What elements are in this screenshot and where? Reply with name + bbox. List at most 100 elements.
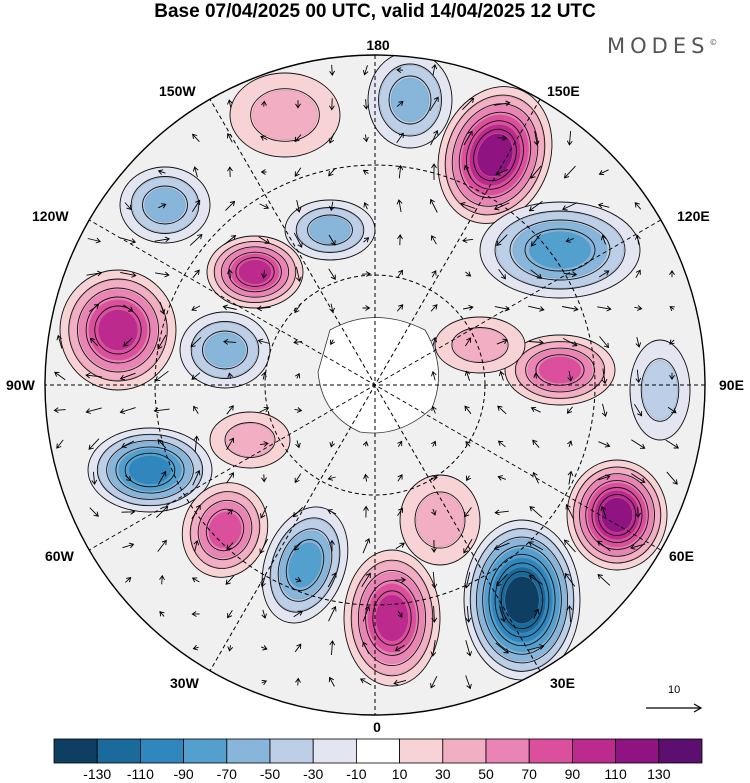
wind-arrow xyxy=(89,507,99,517)
wind-arrow xyxy=(598,441,611,448)
streamline xyxy=(106,440,194,500)
positive-anomaly-7 xyxy=(181,482,269,578)
wind-arrow xyxy=(530,269,543,279)
wind-arrow xyxy=(191,504,201,520)
wind-arrow xyxy=(598,169,609,176)
negative-anomaly-8 xyxy=(261,506,349,624)
streamline xyxy=(378,63,442,137)
wind-arrow xyxy=(154,370,169,382)
wind-arrow xyxy=(328,132,335,144)
streamline xyxy=(350,559,434,677)
wind-arrow xyxy=(634,403,643,417)
wind-arrow xyxy=(397,269,403,278)
wind-arrow xyxy=(295,100,301,109)
streamline xyxy=(179,311,271,389)
wind-arrow xyxy=(530,165,542,179)
streamline xyxy=(277,528,333,602)
colorbar-tick-label: 10 xyxy=(391,766,408,782)
wind-arrow xyxy=(328,268,336,281)
wind-arrow xyxy=(359,678,372,686)
wind-arrow xyxy=(566,406,573,414)
wind-arrow xyxy=(327,475,336,481)
streamline xyxy=(213,240,297,304)
wind-arrow xyxy=(430,130,439,146)
wind-arrow xyxy=(227,509,233,515)
wind-arrow xyxy=(124,202,132,211)
colorbar-swatch xyxy=(183,738,228,764)
wind-arrow xyxy=(85,407,102,414)
streamline xyxy=(524,228,596,272)
wind-arrow xyxy=(226,437,235,451)
wind-arrow xyxy=(329,441,335,448)
wind-arrow xyxy=(294,372,301,379)
wind-arrow xyxy=(495,642,509,654)
wind-arrow xyxy=(528,541,544,551)
wind-arrow xyxy=(154,236,171,243)
wind-arrow xyxy=(224,235,237,245)
wind-arrow xyxy=(119,372,136,381)
wind-arrow xyxy=(121,509,136,515)
wind-arrow xyxy=(362,65,369,76)
lon-label-150w: 150W xyxy=(159,83,196,99)
wind-arrow xyxy=(498,370,505,381)
wind-arrow xyxy=(329,640,336,656)
colorbar-tick-label: -70 xyxy=(216,766,237,782)
anomaly-contour xyxy=(538,356,582,384)
wind-arrow xyxy=(54,371,66,381)
anomaly-field xyxy=(45,55,705,715)
wind-arrow xyxy=(261,100,267,107)
colorbar-swatch xyxy=(355,738,400,764)
brand-mark: © xyxy=(709,38,718,47)
wind-arrow xyxy=(191,611,200,617)
wind-arrow xyxy=(431,63,438,76)
wind-arrow xyxy=(635,369,642,384)
wind-arrow xyxy=(363,99,369,110)
wind-arrow xyxy=(294,407,303,413)
streamline xyxy=(399,474,481,566)
positive-anomaly-9 xyxy=(343,549,441,687)
wind-arrow xyxy=(665,439,680,449)
wind-arrow xyxy=(669,339,675,345)
wind-arrow xyxy=(362,169,369,175)
streamline xyxy=(224,422,276,458)
wind-arrow xyxy=(567,440,573,448)
wind-arrow xyxy=(497,135,508,141)
streamline xyxy=(130,176,200,234)
wind-arrow xyxy=(295,677,301,686)
colorbar-swatch xyxy=(226,738,271,764)
wind-arrow xyxy=(293,339,303,345)
wind-vectors xyxy=(53,63,680,690)
streamline xyxy=(504,334,616,406)
wind-arrow xyxy=(363,237,370,243)
wind-arrow xyxy=(293,232,303,248)
streamline xyxy=(189,491,261,569)
wind-arrow xyxy=(192,166,199,178)
anomaly-contour xyxy=(252,89,318,140)
wind-arrow xyxy=(329,539,335,552)
wind-arrow xyxy=(431,270,437,278)
wind-arrow xyxy=(362,641,370,654)
wind-arrow xyxy=(631,439,646,449)
lon-label-30w: 30W xyxy=(170,675,199,691)
wind-arrow xyxy=(463,130,473,146)
colorbar xyxy=(53,738,703,764)
streamline xyxy=(229,72,341,158)
wind-arrow xyxy=(563,539,576,553)
colorbar-tick-label: 130 xyxy=(647,766,671,782)
streamline xyxy=(197,499,253,561)
wind-arrow xyxy=(597,574,611,586)
streamline xyxy=(414,491,466,549)
wind-arrow xyxy=(222,304,237,311)
wind-arrow xyxy=(528,305,545,312)
wind-arrow xyxy=(53,407,66,413)
latitude-circle xyxy=(154,164,596,606)
streamline xyxy=(372,590,412,646)
wind-arrow xyxy=(529,506,543,518)
wind-arrow xyxy=(601,403,608,418)
wind-arrow xyxy=(159,610,165,617)
colorbar-swatch xyxy=(615,738,660,764)
streamline xyxy=(124,452,176,488)
wind-arrow xyxy=(361,572,371,587)
colorbar-tick-label: -10 xyxy=(346,766,367,782)
